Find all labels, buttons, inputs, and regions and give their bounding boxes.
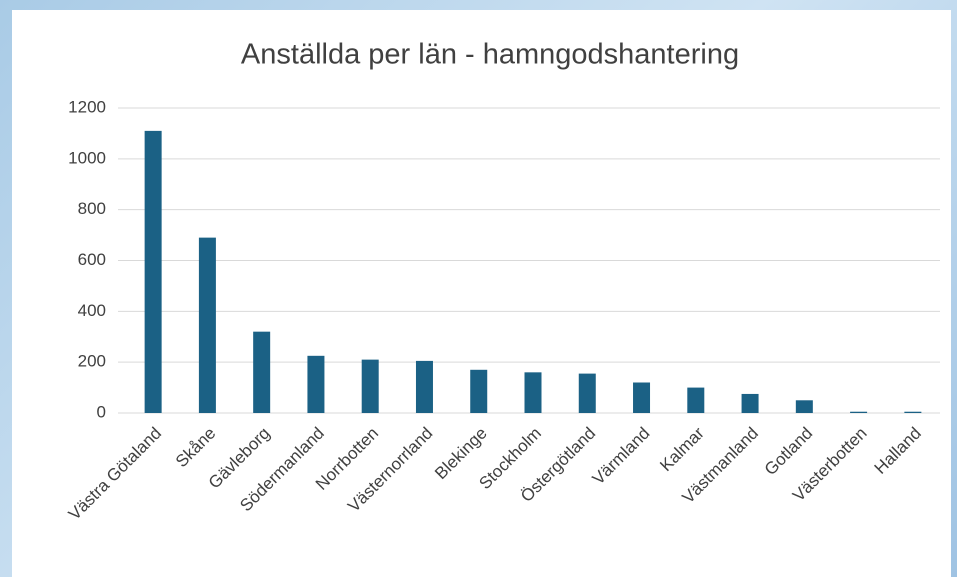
bar bbox=[524, 372, 542, 413]
bar bbox=[307, 355, 325, 413]
bar bbox=[578, 373, 596, 413]
y-tick-label: 400 bbox=[78, 301, 106, 320]
bar bbox=[904, 411, 922, 413]
bar bbox=[470, 369, 488, 413]
bar bbox=[633, 382, 651, 413]
bar bbox=[198, 237, 216, 413]
chart-panel bbox=[12, 10, 951, 577]
bar bbox=[795, 400, 813, 413]
y-tick-label: 200 bbox=[78, 352, 106, 371]
bar bbox=[850, 411, 868, 413]
bar bbox=[253, 331, 271, 413]
y-tick-label: 600 bbox=[78, 250, 106, 269]
y-tick-label: 1000 bbox=[68, 148, 106, 167]
bar bbox=[361, 359, 379, 413]
bar bbox=[415, 360, 433, 413]
y-tick-label: 0 bbox=[97, 402, 106, 421]
chart-title: Anställda per län - hamngodshantering bbox=[241, 39, 739, 71]
bar bbox=[741, 393, 759, 413]
bar bbox=[144, 130, 162, 413]
y-tick-label: 800 bbox=[78, 199, 106, 218]
y-tick-label: 1200 bbox=[68, 97, 106, 116]
bar bbox=[687, 387, 705, 413]
